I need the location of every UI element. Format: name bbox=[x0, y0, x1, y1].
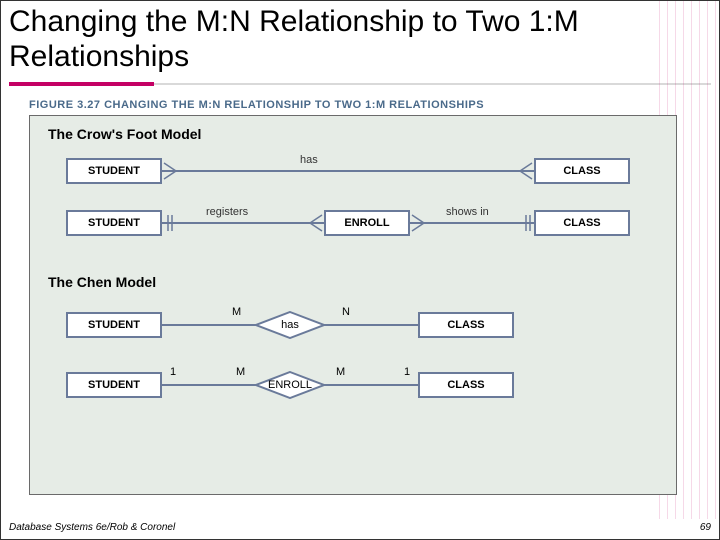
card-N-1: N bbox=[342, 306, 350, 318]
accent-right bbox=[154, 83, 711, 85]
line-cf-2b bbox=[410, 222, 534, 224]
crow-right-1 bbox=[518, 161, 534, 181]
entity-class-2: CLASS bbox=[534, 210, 630, 236]
slide-title: Changing the M:N Relationship to Two 1:M… bbox=[9, 5, 711, 74]
card-M-1: M bbox=[232, 306, 241, 318]
slide: Changing the M:N Relationship to Two 1:M… bbox=[0, 0, 720, 540]
line-chen-2a bbox=[162, 384, 256, 386]
chen-title: The Chen Model bbox=[48, 274, 156, 290]
entity-student-4: STUDENT bbox=[66, 372, 162, 398]
rel-has: has bbox=[300, 154, 318, 166]
line-cf-1 bbox=[162, 170, 534, 172]
line-chen-1b bbox=[324, 324, 418, 326]
entity-class-3: CLASS bbox=[418, 312, 514, 338]
entity-student-1: STUDENT bbox=[66, 158, 162, 184]
diamond-enroll: ENROLL bbox=[255, 371, 325, 399]
entity-class-4: CLASS bbox=[418, 372, 514, 398]
rel-showsin: shows in bbox=[446, 206, 489, 218]
footer-left: Database Systems 6e/Rob & Coronel bbox=[9, 522, 175, 533]
entity-student-3: STUDENT bbox=[66, 312, 162, 338]
tick-right-2 bbox=[520, 213, 536, 233]
figure-box: The Crow's Foot Model STUDENT CLASS has … bbox=[29, 115, 677, 495]
rel-registers: registers bbox=[206, 206, 248, 218]
figure: FIGURE 3.27 CHANGING THE M:N RELATIONSHI… bbox=[29, 99, 689, 495]
figure-caption: FIGURE 3.27 CHANGING THE M:N RELATIONSHI… bbox=[29, 99, 689, 111]
entity-enroll: ENROLL bbox=[324, 210, 410, 236]
crows-foot-title: The Crow's Foot Model bbox=[48, 126, 201, 142]
diamond-has: has bbox=[255, 311, 325, 339]
diamond-has-label: has bbox=[281, 319, 299, 331]
card-1-ll: 1 bbox=[170, 366, 176, 378]
crow-left-1 bbox=[162, 161, 178, 181]
crow-enroll-right bbox=[410, 213, 426, 233]
line-chen-2b bbox=[324, 384, 418, 386]
diamond-enroll-label: ENROLL bbox=[268, 379, 312, 391]
card-M-lr: M bbox=[236, 366, 245, 378]
crow-enroll-left bbox=[308, 213, 324, 233]
accent-line bbox=[9, 82, 711, 86]
accent-left bbox=[9, 82, 154, 86]
tick-left-2 bbox=[162, 213, 178, 233]
footer: Database Systems 6e/Rob & Coronel 69 bbox=[9, 522, 711, 533]
card-M-rl: M bbox=[336, 366, 345, 378]
entity-class-1: CLASS bbox=[534, 158, 630, 184]
title-area: Changing the M:N Relationship to Two 1:M… bbox=[1, 1, 719, 86]
line-cf-2a bbox=[162, 222, 324, 224]
entity-student-2: STUDENT bbox=[66, 210, 162, 236]
footer-page: 69 bbox=[700, 522, 711, 533]
card-1-rr: 1 bbox=[404, 366, 410, 378]
line-chen-1a bbox=[162, 324, 256, 326]
